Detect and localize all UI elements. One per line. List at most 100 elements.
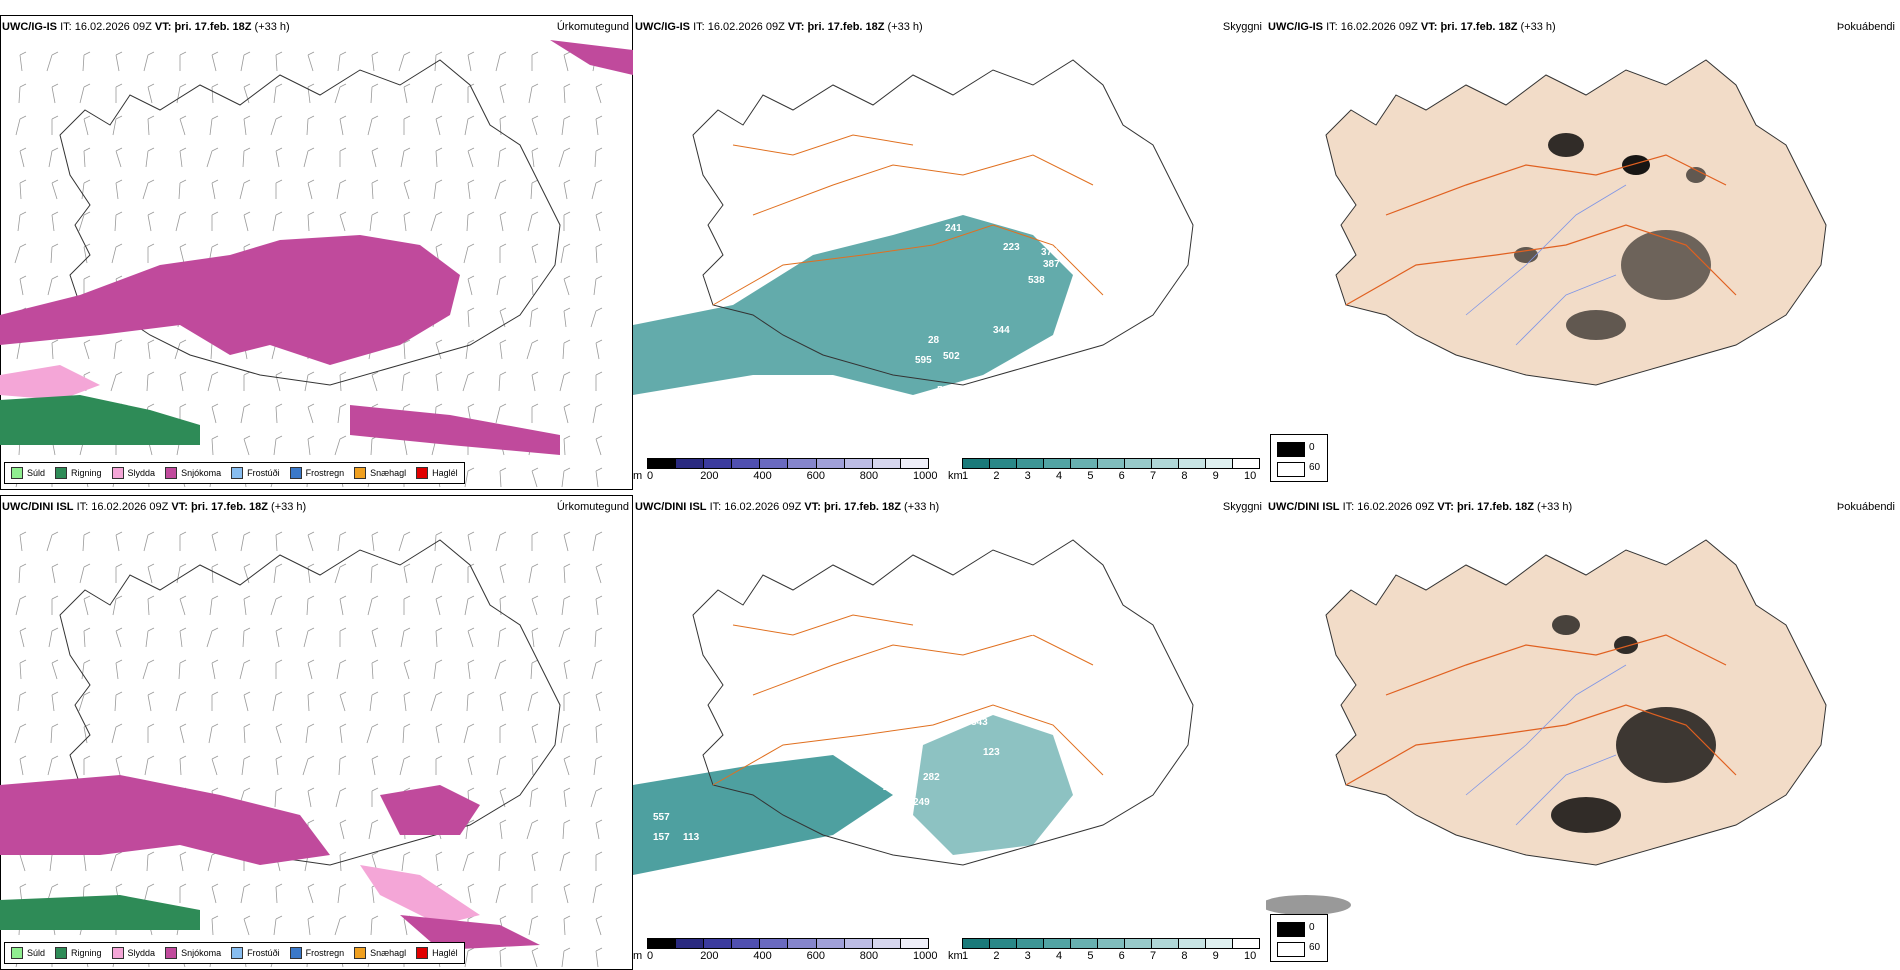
wind-barb: [115, 83, 123, 103]
panel-header: UWC/IG-IS IT: 16.02.2026 09Z VT: þri. 17…: [1268, 21, 1556, 33]
wind-barb: [401, 851, 411, 872]
wind-barb: [464, 115, 475, 136]
wind-barb: [243, 723, 251, 744]
wind-barb: [595, 947, 603, 968]
visibility-value-label: 282: [923, 772, 940, 783]
wind-barb: [435, 371, 443, 392]
wind-barb: [275, 755, 283, 776]
wind-barb: [531, 851, 539, 872]
colorbar-tick: 3: [1024, 470, 1031, 482]
wind-barb: [19, 51, 27, 72]
wind-barb: [307, 403, 315, 424]
wind-barb: [563, 659, 571, 680]
wind-barb: [369, 211, 379, 232]
wind-barb: [270, 115, 283, 136]
wind-barb: [274, 787, 283, 808]
wind-barb: [371, 51, 379, 72]
wind-barb: [306, 595, 315, 616]
wind-barb: [307, 915, 315, 936]
wind-barb: [275, 627, 283, 648]
wind-barb: [273, 83, 283, 104]
legend-swatch: [165, 947, 178, 959]
wind-barb: [528, 83, 539, 104]
wind-barb: [595, 723, 603, 744]
panel-title: Skyggni: [1222, 21, 1262, 33]
wind-barb: [561, 115, 571, 136]
wind-barb: [337, 403, 347, 424]
wind-barb: [83, 275, 91, 295]
colorbar-tick: 9: [1212, 950, 1219, 962]
colorbar-tick: 6: [1118, 950, 1125, 962]
legend-label: Snæhagl: [370, 468, 407, 478]
wind-barb: [467, 51, 475, 72]
wind-barb: [367, 115, 379, 136]
wind-barb: [147, 339, 155, 360]
wind-barb: [499, 819, 507, 840]
wind-barb: [467, 83, 475, 103]
wind-barb: [371, 755, 379, 776]
wind-barb: [113, 339, 123, 360]
wind-barb: [494, 179, 507, 200]
wind-barb: [403, 211, 411, 232]
colorbar-tick: 800: [859, 950, 879, 962]
wind-barb: [531, 115, 539, 136]
visibility-value-label: 379: [1041, 247, 1058, 258]
legend-swatch: [416, 467, 429, 479]
wind-barb: [431, 83, 443, 104]
wind-barb: [371, 787, 379, 807]
wind-barb: [211, 883, 219, 904]
wind-barb: [179, 531, 187, 551]
wind-barb: [111, 723, 123, 744]
wind-barb: [435, 627, 443, 648]
wind-barb: [51, 339, 59, 360]
wind-barb: [563, 787, 571, 808]
wind-barb: [563, 51, 571, 72]
wind-barb: [147, 83, 155, 104]
wind-barb: [110, 371, 123, 392]
wind-barb: [275, 147, 283, 168]
colorbar-tick: 400: [753, 470, 772, 482]
colorbar-tick: 2: [993, 950, 1000, 962]
wind-barb: [115, 51, 123, 72]
colorbar-strip: [647, 458, 929, 469]
panel-fog-index-ig-is: UWC/IG-IS IT: 16.02.2026 09Z VT: þri. 17…: [1266, 15, 1899, 490]
wind-barb: [14, 243, 27, 264]
wind-barb: [209, 595, 219, 616]
wind-barb: [211, 691, 219, 711]
wind-barb: [146, 371, 155, 392]
colorbar-strip: [962, 938, 1260, 949]
visibility-value-label: 241: [945, 223, 962, 234]
wind-barb: [403, 659, 411, 680]
wind-barb: [206, 627, 219, 648]
wind-barb: [147, 115, 155, 136]
wind-barb: [240, 531, 251, 552]
wind-barb: [496, 755, 507, 776]
wind-barb: [83, 595, 91, 616]
wind-barb: [499, 691, 507, 712]
wind-barb: [526, 339, 539, 360]
iceland-land: [1325, 59, 1827, 386]
colorbar-unit: m: [633, 950, 643, 962]
legend-label: Frostúði: [247, 468, 280, 478]
panel-header: UWC/DINI ISL IT: 16.02.2026 09Z VT: þri.…: [2, 501, 307, 513]
wind-barb: [499, 467, 507, 488]
wind-barb: [243, 915, 251, 936]
legend-item: Haglél: [416, 467, 458, 479]
fog-index-legend: 0 60: [1270, 434, 1328, 482]
wind-barb: [563, 211, 571, 231]
wind-barb: [239, 179, 251, 200]
wind-barb: [595, 211, 603, 232]
iceland-outline: [692, 59, 1194, 386]
wind-barb: [19, 659, 27, 680]
wind-barb: [530, 179, 539, 200]
wind-barb: [51, 691, 59, 712]
wind-barb: [147, 243, 155, 263]
wind-barb: [339, 691, 347, 712]
wind-barb: [275, 403, 283, 424]
wind-barb: [563, 883, 571, 904]
wind-barb: [240, 403, 251, 424]
visibility-value-label: 195: [1075, 315, 1092, 326]
legend-swatch: [111, 947, 124, 959]
wind-barb: [467, 883, 475, 904]
legend-swatch: [231, 467, 244, 479]
